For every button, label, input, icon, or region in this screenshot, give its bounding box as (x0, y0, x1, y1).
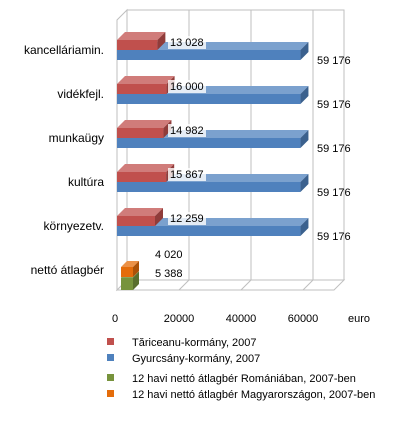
legend-entry: Gyurcsány-kormány, 2007 (132, 353, 260, 365)
data-label-netto-hu: 5 388 (155, 268, 183, 280)
data-label-tariceanu: 12 259 (170, 213, 204, 225)
bar-tariceanu-top (117, 32, 166, 40)
bar-netto-hu (121, 267, 133, 277)
category-label: kultúra (68, 175, 104, 189)
category-label: környezetv. (44, 219, 104, 233)
bar-gyurcsany-side (300, 130, 309, 148)
bar-tariceanu (117, 172, 167, 182)
bar-tariceanu-side (157, 32, 166, 50)
legend-swatch (107, 374, 114, 381)
bar-tariceanu (117, 128, 164, 138)
bar-gyurcsany (117, 94, 301, 104)
x-tick-label: 40000 (226, 313, 257, 325)
bar-gyurcsany-side (300, 218, 309, 236)
bar-netto-ro (121, 277, 133, 290)
x-unit-label: euro (348, 313, 370, 325)
x-tick-label: 60000 (288, 313, 319, 325)
legend-entry: Tăriceanu-kormány, 2007 (132, 337, 257, 349)
bar-gyurcsany (117, 226, 301, 236)
data-label-bg (168, 212, 206, 225)
legend-entry: 12 havi nettó átlagbér Magyarországon, 2… (132, 389, 375, 401)
bar-tariceanu-top (117, 76, 175, 84)
bar-gyurcsany (117, 138, 301, 148)
x-tick-label: 20000 (164, 313, 195, 325)
bar-netto-hu-side (133, 261, 139, 277)
data-label-gyurcsany: 59 176 (317, 55, 351, 67)
data-label-bg (168, 36, 206, 49)
legend-swatch (107, 338, 114, 345)
legend-entry: 12 havi nettó átlagbér Romániában, 2007-… (132, 373, 356, 385)
bar-tariceanu-top (117, 208, 164, 216)
floor (115, 279, 346, 291)
data-label-gyurcsany: 59 176 (317, 231, 351, 243)
legend-swatch (107, 354, 114, 361)
data-label-netto-ro: 4 020 (155, 249, 183, 261)
category-label: munkaügy (49, 131, 104, 145)
bar-gyurcsany-top (117, 42, 309, 50)
bar-tariceanu (117, 216, 156, 226)
gridline (302, 10, 314, 291)
x-tick-label: 0 (112, 313, 118, 325)
bar-tariceanu (117, 84, 167, 94)
bar-netto-ro-side (133, 271, 139, 290)
bar-tariceanu-side (155, 208, 164, 226)
bar-gyurcsany (117, 182, 301, 192)
category-label: kancelláriamin. (24, 43, 104, 57)
bar-gyurcsany-side (300, 42, 309, 60)
bar-gyurcsany (117, 50, 301, 60)
data-label-bg (168, 80, 206, 93)
bar-gyurcsany-side (300, 86, 309, 104)
category-label: nettó átlagbér (31, 263, 104, 277)
data-label-bg (168, 124, 206, 137)
bar-gyurcsany-top (117, 218, 309, 226)
data-label-tariceanu: 16 000 (170, 81, 204, 93)
data-label-tariceanu: 14 982 (170, 125, 204, 137)
data-label-gyurcsany: 59 176 (317, 143, 351, 155)
legend-swatch (107, 390, 114, 397)
bar-tariceanu-top (117, 164, 175, 172)
bar-tariceanu-top (117, 120, 172, 128)
data-label-gyurcsany: 59 176 (317, 187, 351, 199)
bar-tariceanu (117, 40, 158, 50)
data-label-bg (168, 168, 206, 181)
category-label: vidékfejl. (57, 87, 104, 101)
data-label-tariceanu: 15 867 (170, 169, 204, 181)
bar-gyurcsany-side (300, 174, 309, 192)
data-label-tariceanu: 13 028 (170, 37, 204, 49)
data-label-gyurcsany: 59 176 (317, 99, 351, 111)
